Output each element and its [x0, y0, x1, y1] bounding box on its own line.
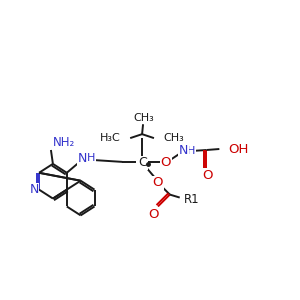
Text: NH₂: NH₂	[53, 136, 75, 148]
Text: N: N	[179, 145, 188, 158]
Text: H: H	[187, 146, 195, 156]
Text: CH₃: CH₃	[134, 113, 154, 123]
Text: O: O	[202, 169, 213, 182]
Text: O: O	[160, 156, 171, 170]
Text: OH: OH	[228, 142, 249, 155]
Text: O: O	[149, 208, 159, 221]
Text: R1: R1	[184, 193, 199, 206]
Text: C: C	[139, 156, 147, 170]
Text: O: O	[153, 176, 163, 189]
Text: H₃C: H₃C	[100, 133, 120, 143]
Text: CH₃: CH₃	[164, 133, 184, 143]
Text: N: N	[78, 152, 87, 165]
Text: N: N	[29, 183, 39, 196]
Text: H: H	[87, 153, 95, 163]
